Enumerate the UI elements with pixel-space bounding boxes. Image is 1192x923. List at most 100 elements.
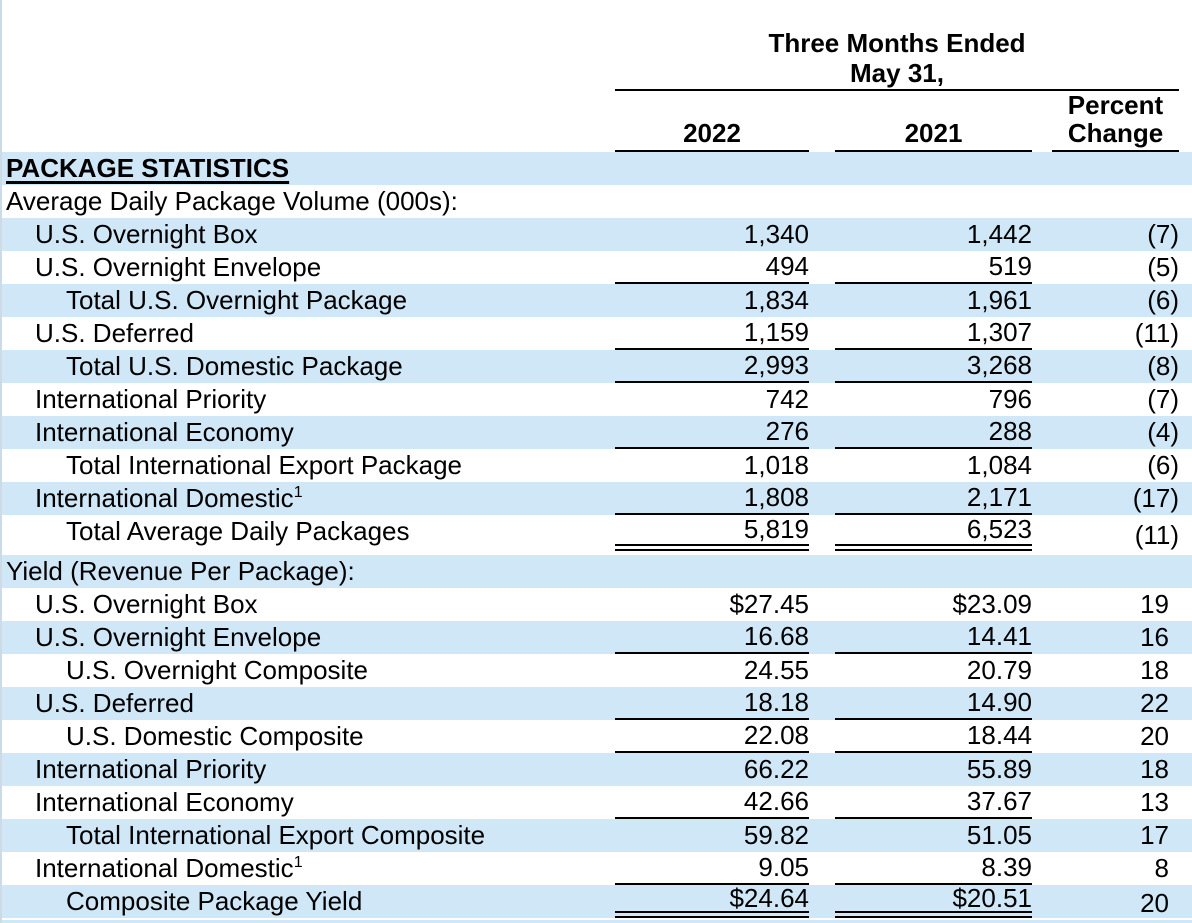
row-label: U.S. Deferred xyxy=(35,688,194,718)
percent-change-value: (6) xyxy=(1147,450,1179,480)
value-2021: 1,961 xyxy=(966,285,1032,315)
value-2022: 5,819 xyxy=(615,515,809,551)
table-row: Average Daily Package Volume (000s): xyxy=(2,185,1192,218)
percent-change-value: (5) xyxy=(1147,252,1179,282)
percent-change-value: 22 xyxy=(1140,688,1169,718)
value-2021: 6,523 xyxy=(835,515,1032,551)
table-row: PACKAGE STATISTICS xyxy=(2,152,1192,185)
value-2021: 8.39 xyxy=(835,852,1032,885)
value-2022: 1,159 xyxy=(615,317,809,350)
table-row: International Domestic1 9.05 8.39 8 xyxy=(2,852,1192,885)
percent-change-value: (7) xyxy=(1147,384,1179,414)
row-label: International Domestic1 xyxy=(35,483,303,513)
value-2021: 796 xyxy=(988,384,1032,414)
table-row: Total International Export Composite 59.8… xyxy=(2,819,1192,852)
percent-change-value: 16 xyxy=(1140,622,1169,652)
row-label: Average Daily Package Volume (000s): xyxy=(6,186,458,216)
value-2022: 1,808 xyxy=(615,482,809,515)
row-label: Yield (Revenue Per Package): xyxy=(6,556,355,586)
row-label: U.S. Overnight Composite xyxy=(66,655,369,685)
row-label: U.S. Overnight Envelope xyxy=(35,622,322,652)
value-2021: 288 xyxy=(835,416,1032,449)
next-row-strip xyxy=(2,920,1192,923)
table-row: International Priority 742 796 (7) xyxy=(2,383,1192,416)
table-row: Composite Package Yield $24.64 $20.51 20 xyxy=(2,885,1192,923)
period-title-line1: Three Months Ended xyxy=(768,28,1026,58)
table-body: PACKAGE STATISTICS Average Daily Package … xyxy=(2,152,1192,923)
row-label: International Priority xyxy=(35,384,267,414)
row-label: International Economy xyxy=(35,787,294,817)
table-row: U.S. Overnight Box $27.45 $23.09 19 xyxy=(2,588,1192,621)
percent-change-value: (11) xyxy=(1134,520,1179,550)
column-header-percent-change: Percent Change xyxy=(1052,91,1179,152)
footnote-ref: 1 xyxy=(293,484,303,501)
value-2021: $20.51 xyxy=(835,885,1032,918)
column-header-2021: 2021 xyxy=(835,119,1032,152)
value-2021: 18.44 xyxy=(835,720,1032,753)
table-row: U.S. Deferred 18.18 14.90 22 xyxy=(2,687,1192,720)
table-row: Yield (Revenue Per Package): xyxy=(2,555,1192,588)
value-2022: $27.45 xyxy=(729,589,809,619)
table-row: Total Average Daily Packages 5,819 6,523 (1… xyxy=(2,515,1192,555)
value-2021: 55.89 xyxy=(966,754,1032,784)
row-label: U.S. Deferred xyxy=(35,318,194,348)
value-2022: 22.08 xyxy=(615,720,809,753)
percent-change-value: 8 xyxy=(1154,853,1169,883)
percent-change-value: 19 xyxy=(1140,589,1169,619)
value-2022: 18.18 xyxy=(615,687,809,720)
row-label: Composite Package Yield xyxy=(66,886,363,916)
table-row: U.S. Overnight Envelope 16.68 14.41 16 xyxy=(2,621,1192,654)
table-row: International Economy 42.66 37.67 13 xyxy=(2,786,1192,819)
table-row: U.S. Overnight Box 1,340 1,442 (7) xyxy=(2,218,1192,251)
percent-change-value: 20 xyxy=(1140,721,1169,751)
value-2021: 1,442 xyxy=(966,219,1032,249)
row-label: U.S. Domestic Composite xyxy=(66,721,364,751)
percent-change-value: (4) xyxy=(1147,417,1179,447)
table-row: International Domestic1 1,808 2,171 (17) xyxy=(2,482,1192,515)
value-2022: 66.22 xyxy=(743,754,809,784)
value-2022: $24.64 xyxy=(615,885,809,918)
period-title-line2: May 31, xyxy=(850,58,944,88)
value-2022: 42.66 xyxy=(615,786,809,819)
percent-change-value: (6) xyxy=(1147,285,1179,315)
row-label: Total Average Daily Packages xyxy=(66,516,410,546)
table-header: Three Months Ended May 31, 2022 2021 Per… xyxy=(2,0,1192,152)
percent-change-value: 17 xyxy=(1140,820,1169,850)
table-row: Total International Export Package 1,018 1… xyxy=(2,449,1192,482)
value-2022: 16.68 xyxy=(615,621,809,654)
table-row: International Priority 66.22 55.89 18 xyxy=(2,753,1192,786)
value-2021: 3,268 xyxy=(835,350,1032,383)
percent-change-value: (8) xyxy=(1147,351,1179,381)
value-2022: 494 xyxy=(615,251,809,284)
period-title: Three Months Ended May 31, xyxy=(615,28,1179,88)
value-2021: 2,171 xyxy=(835,482,1032,515)
percent-change-line2: Change xyxy=(1067,118,1164,148)
table-row: Total U.S. Domestic Package 2,993 3,268 (8) xyxy=(2,350,1192,383)
value-2021: 51.05 xyxy=(966,820,1032,850)
row-label: Total International Export Package xyxy=(66,450,463,480)
row-label: U.S. Overnight Envelope xyxy=(35,252,322,282)
column-header-2022: 2022 xyxy=(615,119,809,152)
percent-change-value: (17) xyxy=(1132,483,1179,513)
value-2022: 2,993 xyxy=(615,350,809,383)
value-2022: 742 xyxy=(765,384,809,414)
value-2021: 519 xyxy=(835,251,1032,284)
percent-change-line1: Percent xyxy=(1067,90,1164,120)
row-label: PACKAGE STATISTICS xyxy=(6,153,290,183)
value-2022: 1,018 xyxy=(743,450,809,480)
value-2022: 9.05 xyxy=(615,852,809,885)
row-label: Total International Export Composite xyxy=(66,820,486,850)
percent-change-value: 18 xyxy=(1140,754,1169,784)
table-row: Total U.S. Overnight Package 1,834 1,961 (6… xyxy=(2,284,1192,317)
row-label: International Domestic1 xyxy=(35,853,303,883)
value-2021: $23.09 xyxy=(952,589,1032,619)
percent-change-value: 13 xyxy=(1140,787,1169,817)
value-2021: 20.79 xyxy=(966,655,1032,685)
value-2021: 14.90 xyxy=(835,687,1032,720)
value-2022: 59.82 xyxy=(743,820,809,850)
table-row: International Economy 276 288 (4) xyxy=(2,416,1192,449)
percent-change-value: (11) xyxy=(1134,318,1179,348)
value-2021: 37.67 xyxy=(835,786,1032,819)
row-label: International Priority xyxy=(35,754,267,784)
